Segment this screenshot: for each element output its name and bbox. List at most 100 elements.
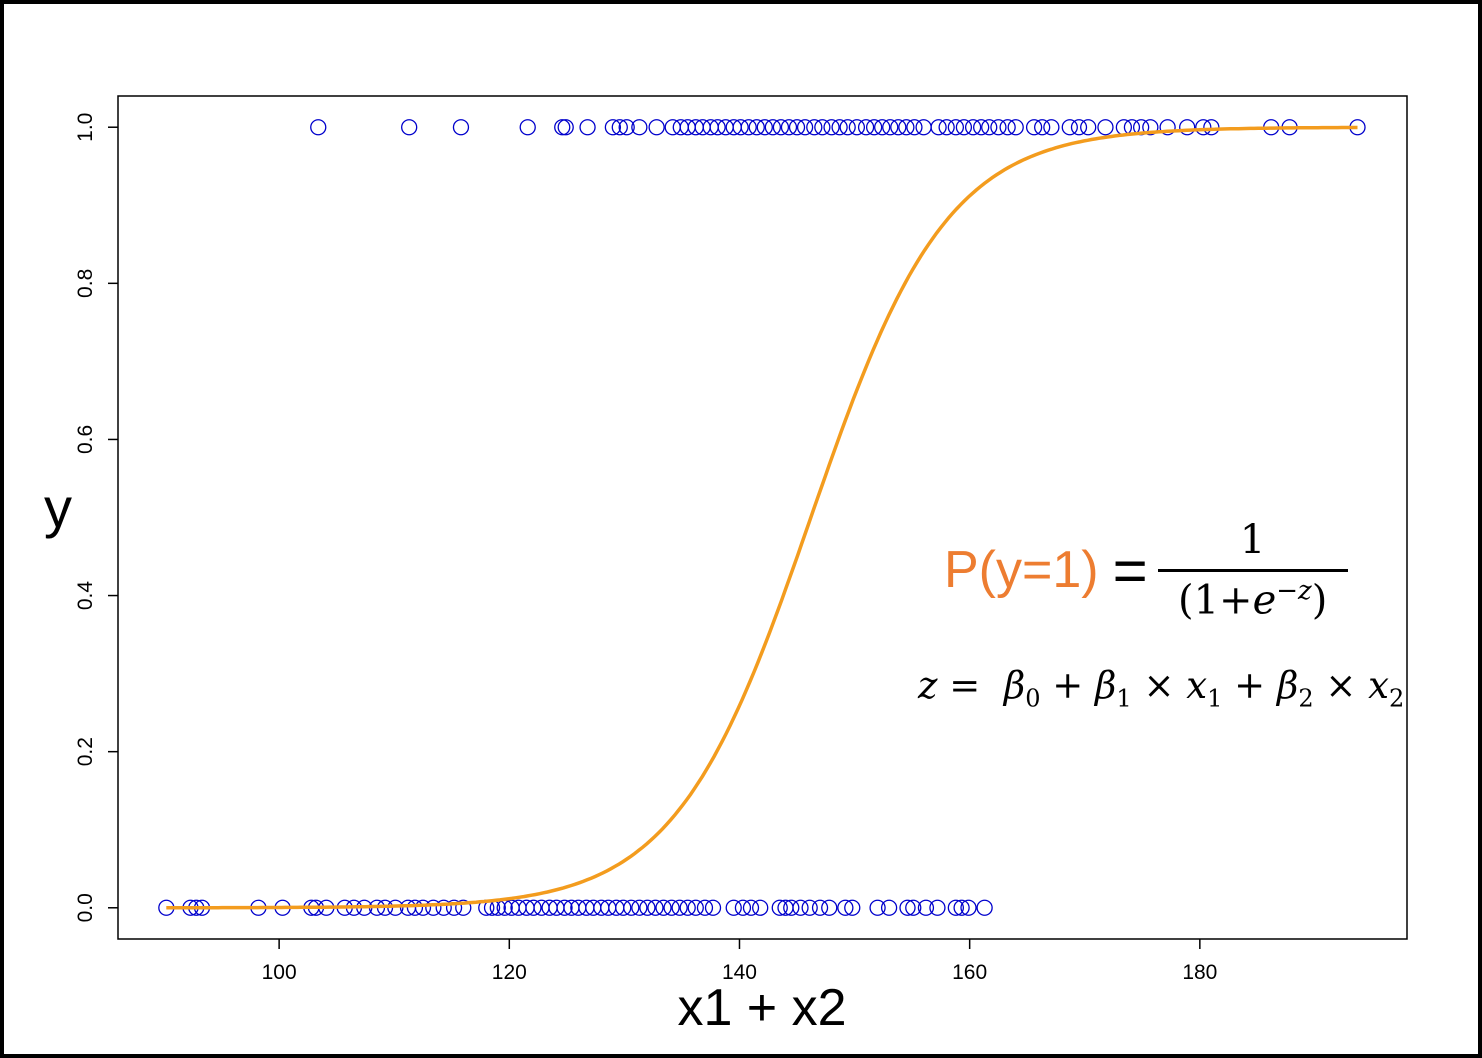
data-point [425, 899, 442, 916]
z-equals: = [949, 664, 981, 707]
data-point [801, 899, 818, 916]
data-point [435, 899, 452, 916]
data-point [890, 119, 907, 136]
data-point [1043, 119, 1060, 136]
data-point [734, 899, 752, 916]
y-tick-label: 1.0 [74, 113, 97, 142]
den-exponent: −z [1276, 575, 1312, 606]
probability-label: P(y=1) [944, 541, 1099, 599]
data-point [764, 119, 782, 136]
x-axis-title: x1 + x2 [677, 979, 846, 1037]
data-point [792, 899, 809, 916]
data-point [929, 899, 946, 916]
data-point [519, 119, 536, 136]
data-point [964, 119, 982, 136]
data-point [725, 899, 742, 916]
beta2-sub: 2 [1298, 684, 1314, 713]
data-point [990, 119, 1007, 136]
data-point [740, 119, 757, 136]
data-point [947, 119, 964, 136]
beta2-symbol: β [1276, 664, 1299, 707]
formula-denominator: (1+e−z) [1178, 572, 1327, 623]
x1-sub: 1 [1207, 684, 1223, 713]
data-point [953, 899, 970, 916]
data-point [310, 119, 327, 136]
data-point [1034, 119, 1051, 136]
data-point [709, 119, 726, 136]
den-open: (1+ [1177, 577, 1253, 624]
den-e: e [1252, 577, 1277, 624]
data-point [687, 899, 704, 916]
data-point [981, 119, 998, 136]
data-point [857, 119, 875, 136]
data-point [831, 119, 848, 136]
data-point [796, 119, 814, 136]
data-point [554, 119, 571, 136]
data-point [631, 899, 648, 916]
data-point [732, 119, 749, 136]
data-point [452, 119, 470, 136]
beta0-symbol: β [1003, 664, 1026, 707]
data-point [445, 899, 463, 916]
data-point [905, 899, 922, 916]
data-point [898, 119, 915, 136]
data-point [869, 899, 886, 916]
data-point [1097, 119, 1114, 136]
fraction-bar [1157, 568, 1348, 572]
data-point [742, 899, 760, 916]
data-point [1061, 119, 1078, 136]
x-tick-label: 180 [1182, 961, 1217, 984]
fitted-curve [166, 125, 1358, 910]
data-point [917, 899, 935, 916]
data-point [748, 119, 765, 136]
y-tick-label: 0.4 [74, 581, 97, 611]
y-tick-label: 0.8 [74, 269, 97, 298]
beta1-symbol: β [1095, 664, 1117, 707]
data-point [557, 119, 574, 136]
data-point [623, 899, 640, 916]
data-point [663, 899, 680, 916]
data-point [1179, 119, 1196, 136]
data-point [752, 899, 769, 916]
x1-symbol: x [1186, 664, 1208, 707]
data-point [631, 119, 648, 136]
data-point [930, 119, 947, 136]
data-point [960, 899, 977, 916]
formula-fraction: 1 (1+e−z) [1157, 516, 1348, 623]
data-point [771, 899, 788, 916]
data-point [639, 899, 656, 916]
data-point [821, 899, 838, 916]
data-point [1070, 119, 1088, 136]
data-point [973, 119, 990, 136]
data-point [880, 899, 898, 916]
data-point [1203, 119, 1220, 136]
data-point [1159, 119, 1176, 136]
data-point [1142, 119, 1159, 136]
data-point [865, 119, 883, 136]
data-point [806, 119, 823, 136]
data-point [811, 899, 829, 916]
x-tick-label: 120 [492, 961, 527, 984]
data-point [648, 119, 665, 136]
data-points [158, 119, 1366, 916]
data-point [655, 899, 672, 916]
data-point [839, 119, 856, 136]
data-point [823, 119, 840, 136]
plus-1: + [1052, 664, 1084, 707]
data-point [401, 119, 418, 136]
y-tick-label: 0.6 [74, 425, 97, 454]
beta1-sub: 1 [1116, 684, 1132, 713]
data-point [647, 899, 664, 916]
data-point [1007, 119, 1024, 136]
data-point [704, 899, 722, 916]
y-axis-title: y [44, 476, 72, 539]
data-point [579, 119, 596, 136]
formula-numerator: 1 [1239, 516, 1266, 563]
data-point [618, 119, 635, 136]
data-point [1025, 119, 1043, 136]
data-point [783, 899, 800, 916]
y-tick-label: 0.0 [74, 893, 97, 922]
probability-formula: P(y=1) = 1 (1+e−z) [944, 500, 1348, 640]
data-point [938, 119, 955, 136]
